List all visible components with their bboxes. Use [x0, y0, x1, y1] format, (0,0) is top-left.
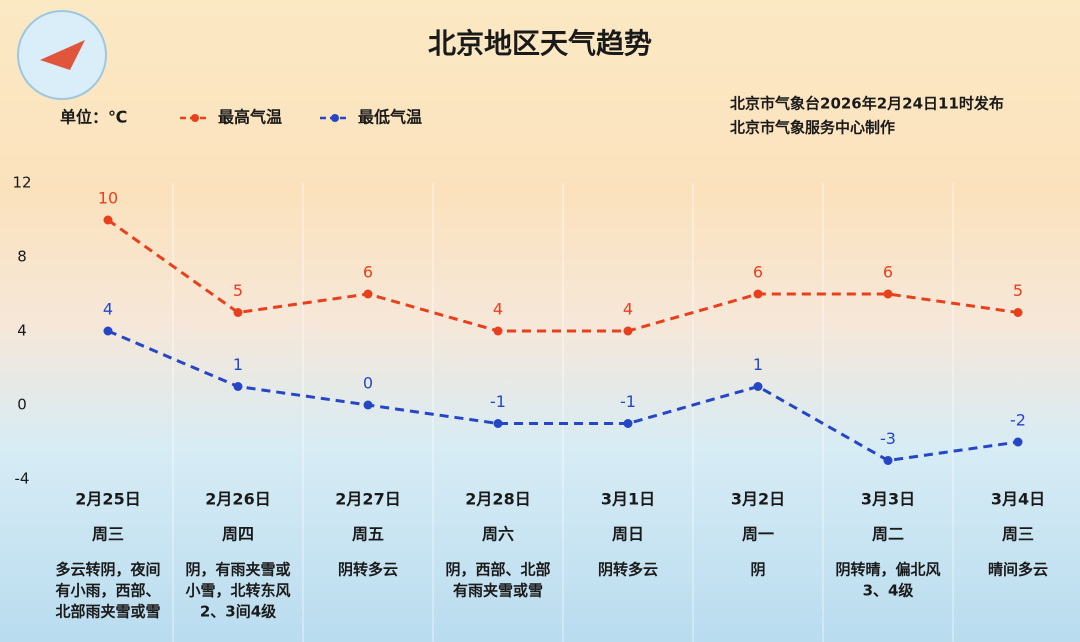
weather-text: 阴转晴，偏北风: [835, 561, 940, 579]
y-tick-label: 4: [17, 322, 27, 340]
x-tick-label: 3月4日: [991, 490, 1045, 509]
point: [753, 382, 763, 391]
legend-dot: [191, 114, 199, 122]
point: [363, 400, 373, 410]
data-label: 4: [623, 300, 633, 319]
weather-text: 有小雨，西部、: [55, 582, 160, 600]
data-label: 5: [233, 281, 243, 300]
data-label: 6: [883, 263, 893, 282]
weather-text: 多云转阴，夜间: [55, 561, 160, 579]
x-tick-label: 3月1日: [601, 490, 655, 509]
point: [493, 326, 503, 336]
weather-text: 晴间多云: [988, 561, 1048, 579]
point: [883, 456, 893, 465]
x-tick-label: 2月25日: [75, 490, 140, 509]
x-tick-label: 3月2日: [731, 490, 785, 509]
point: [1013, 308, 1023, 317]
y-tick-label: 0: [17, 396, 27, 414]
y-tick-label: 8: [17, 248, 27, 266]
line: [107, 218, 1019, 333]
y-tick-label: -4: [15, 470, 30, 488]
point: [233, 308, 243, 317]
weekday: 周日: [612, 525, 644, 544]
point: [623, 419, 633, 428]
point: [233, 382, 243, 391]
weather-text: 阴转多云: [598, 561, 658, 579]
weekday: 周六: [482, 525, 514, 544]
y-tick-label: 12: [12, 174, 31, 192]
weather-text: 小雪，北转东风: [185, 582, 290, 600]
point: [1013, 437, 1023, 447]
data-label: 6: [363, 263, 373, 282]
data-label: 1: [233, 355, 243, 374]
point: [623, 326, 633, 336]
weather-text: 2、3间4级: [200, 603, 277, 621]
weather-text: 阴转多云: [338, 561, 398, 579]
weather-text: 3、4级: [863, 582, 915, 600]
weather-text: 有雨夹雪或雪: [453, 582, 543, 600]
chart-title: 北京地区天气趋势: [428, 27, 652, 60]
point: [883, 289, 893, 299]
line: [107, 329, 1019, 463]
data-label: 4: [103, 300, 113, 319]
x-tick-label: 3月3日: [861, 490, 915, 509]
point: [363, 289, 373, 299]
weekday: 周三: [1002, 525, 1034, 544]
legend-label: 最低气温: [358, 108, 422, 127]
point: [493, 419, 503, 428]
weekday: 周二: [872, 525, 904, 544]
point: [103, 215, 113, 225]
legend-dot: [331, 114, 339, 122]
data-label: 4: [493, 300, 503, 319]
data-label: 6: [753, 263, 763, 282]
point: [753, 289, 763, 299]
data-label: 0: [363, 374, 373, 393]
legend-label: 最高气温: [218, 108, 282, 127]
x-tick-label: 2月27日: [335, 490, 400, 509]
weekday: 周四: [222, 525, 254, 544]
weather-text: 阴，有雨夹雪或: [185, 561, 290, 579]
data-label: 1: [753, 355, 763, 374]
weather-text: 北部雨夹雪或雪: [55, 603, 160, 621]
source-line: 北京市气象服务中心制作: [730, 119, 895, 137]
unit-label: 单位：℃: [60, 108, 127, 127]
x-tick-label: 2月28日: [465, 490, 530, 509]
weather-text: 阴: [750, 561, 765, 579]
weekday: 周五: [352, 525, 384, 544]
data-label: 5: [1013, 281, 1023, 300]
data-label: 10: [98, 189, 118, 208]
weather-text: 阴，西部、北部: [445, 561, 550, 579]
logo-mark: [40, 40, 85, 70]
data-label: -1: [620, 392, 636, 411]
x-tick-label: 2月26日: [205, 490, 270, 509]
weekday: 周一: [742, 525, 774, 544]
weekday: 周三: [92, 525, 124, 544]
data-label: -1: [490, 392, 506, 411]
point: [103, 326, 113, 336]
data-label: -2: [1010, 411, 1026, 430]
data-label: -3: [880, 429, 896, 448]
source-line: 北京市气象台2026年2月24日11时发布: [730, 95, 1004, 113]
